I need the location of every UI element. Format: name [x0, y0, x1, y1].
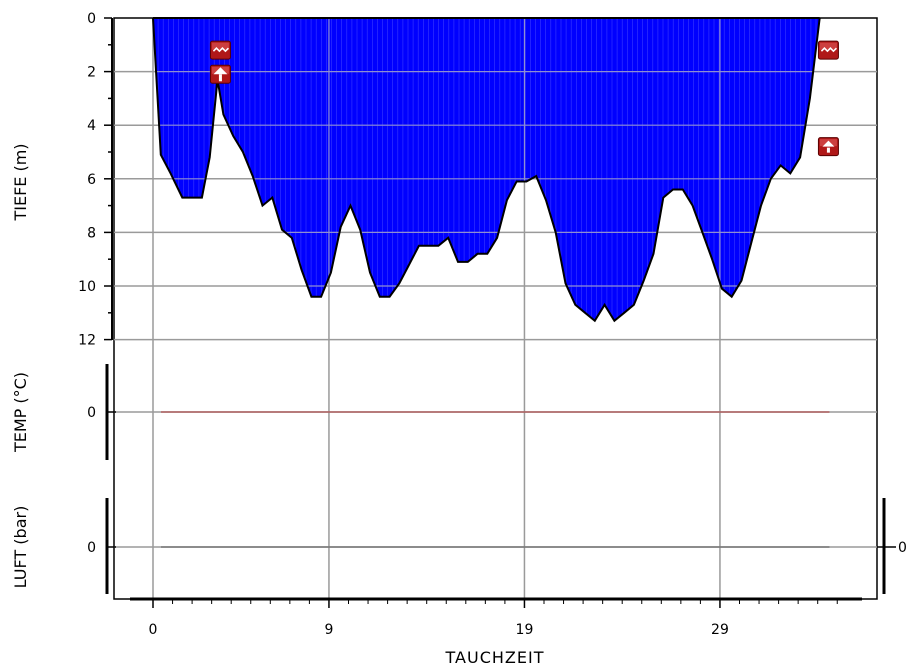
x-axis-title: TAUCHZEIT	[445, 648, 545, 667]
marker-highlight	[819, 42, 837, 50]
x-tick-label: 0	[149, 622, 158, 638]
air-axis-title: LUFT (bar)	[11, 506, 30, 589]
axes: 0 2 4 6 8 10 12 0 0 0 0 9 19 29	[78, 11, 906, 638]
depth-tick-label: 8	[87, 225, 96, 241]
warning-marker-icon	[209, 64, 231, 84]
marker-highlight	[211, 42, 229, 50]
temp-axis-title: TEMP (°C)	[11, 372, 30, 453]
x-tick-label: 29	[711, 622, 729, 638]
wave-glyph	[820, 47, 837, 53]
event-markers	[209, 40, 839, 157]
air-right-tick-label: 0	[898, 540, 906, 556]
depth-tick-label: 4	[87, 118, 96, 134]
depth-tick-label: 0	[87, 11, 96, 27]
depth-tick-label: 6	[87, 172, 96, 188]
wave-marker-icon	[209, 40, 231, 60]
arrow-glyph	[213, 67, 228, 75]
air-tick-label: 0	[87, 540, 96, 556]
ascent-marker-icon	[817, 137, 839, 157]
depth-tick-label: 2	[87, 65, 96, 81]
depth-axis-title: TIEFE (m)	[11, 143, 30, 221]
wave-marker-icon	[817, 40, 839, 60]
bar-glyph	[826, 147, 830, 153]
depth-tick-label: 12	[78, 333, 96, 349]
wave-glyph	[212, 47, 229, 53]
arrow-glyph	[822, 140, 835, 147]
depth-tick-label: 10	[78, 279, 96, 295]
bar-glyph	[218, 74, 222, 82]
temp-tick-label: 0	[87, 405, 96, 421]
x-tick-label: 19	[516, 622, 534, 638]
x-tick-label: 9	[324, 622, 333, 638]
depth-profile-line	[152, 17, 821, 323]
